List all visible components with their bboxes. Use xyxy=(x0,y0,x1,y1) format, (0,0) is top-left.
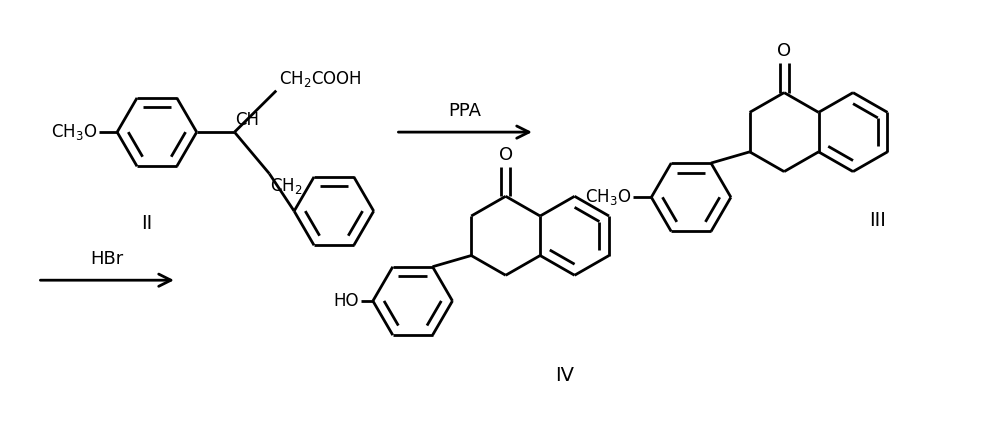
Text: O: O xyxy=(499,146,513,164)
Text: CH$_2$COOH: CH$_2$COOH xyxy=(279,68,362,89)
Text: O: O xyxy=(777,42,791,60)
Text: IV: IV xyxy=(555,366,574,385)
Text: III: III xyxy=(869,211,886,230)
Text: PPA: PPA xyxy=(449,102,482,120)
Text: CH: CH xyxy=(235,111,259,129)
Text: CH$_3$O: CH$_3$O xyxy=(585,187,631,207)
Text: CH$_2$: CH$_2$ xyxy=(270,176,303,196)
Text: HO: HO xyxy=(333,292,359,310)
Text: HBr: HBr xyxy=(91,250,124,268)
Text: II: II xyxy=(141,214,153,233)
Text: CH$_3$O: CH$_3$O xyxy=(51,122,97,142)
